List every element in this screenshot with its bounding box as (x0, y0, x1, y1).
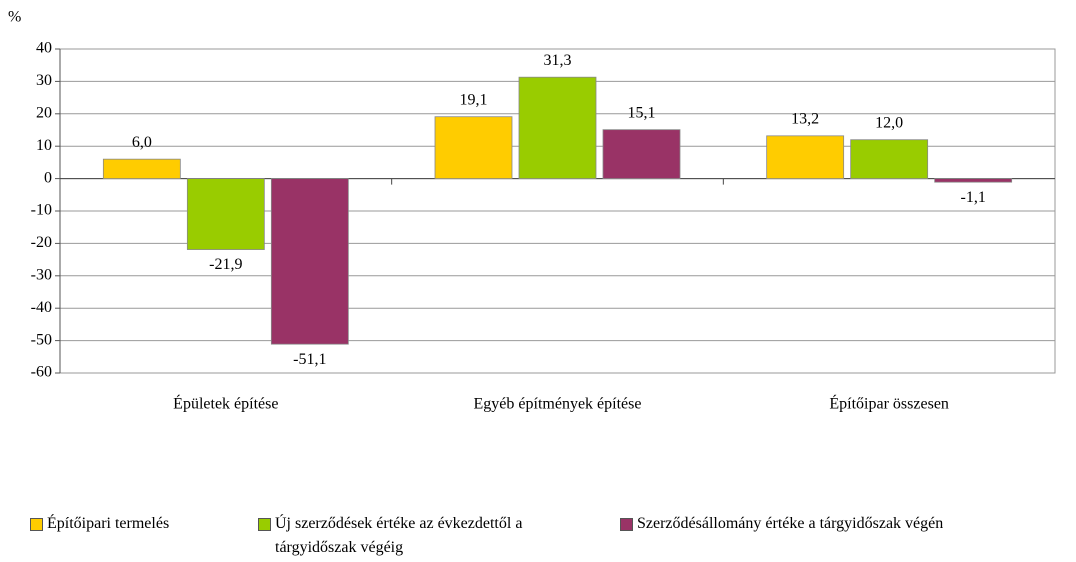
value-label: 6,0 (132, 134, 152, 151)
x-tick-label: Épületek építése (173, 394, 278, 413)
y-tick-label: 10 (36, 137, 52, 154)
y-tick-label: 40 (36, 40, 52, 57)
x-tick-label: Egyéb építmények építése (474, 396, 642, 413)
value-label: 19,1 (460, 91, 488, 108)
legend-swatch (30, 518, 43, 531)
value-label: 12,0 (875, 114, 903, 131)
y-tick-label: -20 (31, 234, 52, 251)
y-tick-label: -50 (31, 331, 52, 348)
legend-swatch (620, 518, 633, 531)
legend-label: Építőipari termelés (47, 515, 170, 532)
value-label: 31,3 (544, 52, 572, 69)
value-label: 13,2 (791, 111, 819, 128)
legend-label: Új szerződések értéke az évkezdettől a t… (275, 515, 523, 556)
y-tick-label: -10 (31, 202, 52, 219)
bar (434, 116, 513, 180)
y-tick-label: 20 (36, 104, 52, 121)
legend-swatch (258, 518, 271, 531)
value-label: -51,1 (293, 351, 326, 368)
x-tick-label: Építőipar összesen (829, 394, 949, 413)
bar (102, 158, 181, 180)
bar (850, 139, 929, 180)
legend-item: Új szerződések értéke az évkezdettől a t… (258, 512, 528, 560)
bar (270, 178, 349, 345)
legend-item: Szerződésállomány értéke a tárgyidőszak … (620, 512, 1070, 536)
bar (518, 76, 597, 180)
value-label: -1,1 (961, 189, 986, 206)
legend-item: Építőipari termelés (30, 512, 250, 536)
y-tick-label: 30 (36, 72, 52, 89)
bar (602, 129, 681, 179)
y-tick-label: -60 (31, 364, 52, 381)
chart: % -60 -50 -40 -30 -20 -10 0 10 20 30 40 Épületek ép… (8, 9, 1056, 413)
bar (766, 135, 845, 180)
y-tick-label: -30 (31, 266, 52, 283)
y-tick-label: 0 (44, 169, 52, 186)
legend-label: Szerződésállomány értéke a tárgyidőszak … (637, 515, 944, 532)
y-tick-label: -40 (31, 299, 52, 316)
y-axis-label: % (8, 9, 21, 26)
value-label: -21,9 (209, 256, 242, 273)
bar (934, 178, 1013, 183)
value-label: 15,1 (628, 104, 656, 121)
bar (186, 178, 265, 250)
